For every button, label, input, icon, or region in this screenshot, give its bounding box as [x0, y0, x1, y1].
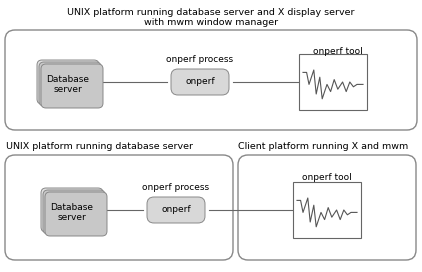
FancyBboxPatch shape	[41, 188, 103, 232]
Text: onperf tool: onperf tool	[302, 172, 352, 181]
Text: onperf: onperf	[185, 78, 215, 86]
Text: server: server	[58, 212, 87, 221]
FancyBboxPatch shape	[37, 60, 99, 104]
FancyBboxPatch shape	[147, 197, 205, 223]
FancyBboxPatch shape	[293, 182, 361, 238]
Text: onperf tool: onperf tool	[313, 48, 363, 57]
Text: onperf process: onperf process	[166, 55, 233, 64]
Text: with mwm window manager: with mwm window manager	[144, 18, 278, 27]
FancyBboxPatch shape	[45, 192, 107, 236]
Text: onperf process: onperf process	[143, 184, 210, 193]
FancyBboxPatch shape	[171, 69, 229, 95]
FancyBboxPatch shape	[5, 155, 233, 260]
Text: UNIX platform running database server: UNIX platform running database server	[6, 142, 193, 151]
Text: Database: Database	[51, 202, 94, 212]
FancyBboxPatch shape	[238, 155, 416, 260]
FancyBboxPatch shape	[43, 190, 105, 234]
Text: UNIX platform running database server and X display server: UNIX platform running database server an…	[67, 8, 355, 17]
FancyBboxPatch shape	[299, 54, 367, 110]
Text: onperf: onperf	[161, 206, 191, 215]
Text: Database: Database	[46, 75, 89, 84]
FancyBboxPatch shape	[41, 64, 103, 108]
FancyBboxPatch shape	[39, 62, 101, 106]
Text: server: server	[54, 85, 82, 94]
FancyBboxPatch shape	[5, 30, 417, 130]
Text: Client platform running X and mwm: Client platform running X and mwm	[238, 142, 408, 151]
